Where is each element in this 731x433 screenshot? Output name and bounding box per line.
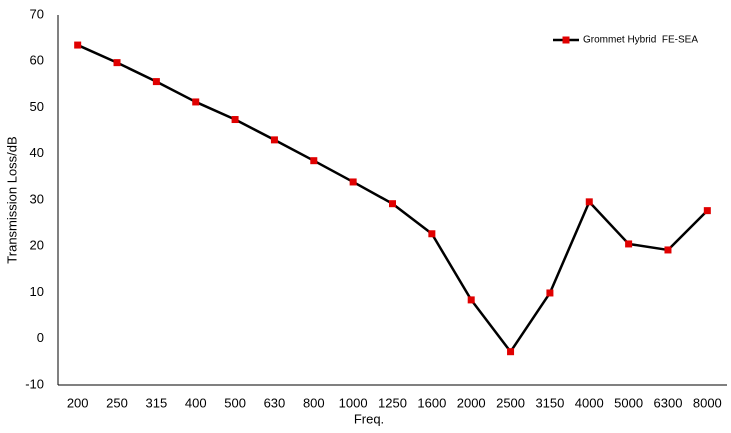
line <box>77 43 709 353</box>
marker <box>664 246 672 254</box>
marker <box>625 240 633 248</box>
y-tick-label: 0 <box>37 330 44 345</box>
x-tick-label: 4000 <box>575 395 604 410</box>
x-axis-label: Freq. <box>354 411 384 426</box>
x-tick-label: 1600 <box>417 395 446 410</box>
x-tick-label: 5000 <box>614 395 643 410</box>
x-tick-label: 2000 <box>457 395 486 410</box>
y-tick-label: 40 <box>30 145 44 160</box>
legend-label: Grommet Hybrid FE-SEA <box>583 35 698 46</box>
marker <box>349 178 357 186</box>
marker <box>546 289 554 297</box>
x-tick-label: 400 <box>185 395 207 410</box>
y-axis-label: Transmission Loss/dB <box>4 136 19 263</box>
y-tick-label: 60 <box>30 53 44 68</box>
y-tick-label: 20 <box>30 238 44 253</box>
y-tick-label: 70 <box>30 6 44 21</box>
x-tick-label: 630 <box>264 395 286 410</box>
marker <box>74 41 82 49</box>
marker <box>428 230 436 238</box>
x-tick-label: 200 <box>67 395 89 410</box>
x-tick-label: 3150 <box>535 395 564 410</box>
x-tick-label: 6300 <box>654 395 683 410</box>
marker <box>192 98 200 106</box>
marker <box>507 348 515 356</box>
x-tick-label: 2500 <box>496 395 525 410</box>
y-tick-label: -10 <box>25 376 44 391</box>
marker <box>231 116 239 124</box>
legend-marker <box>562 36 570 44</box>
x-tick-label: 250 <box>106 395 128 410</box>
x-tick-label: 8000 <box>693 395 722 410</box>
marker <box>389 200 396 208</box>
x-tick-label: 800 <box>303 395 325 410</box>
marker <box>270 136 278 144</box>
marker <box>152 78 160 86</box>
marker <box>467 296 475 304</box>
marker <box>585 198 593 206</box>
x-tick-label: 1000 <box>339 395 368 410</box>
marker <box>113 59 121 67</box>
marker <box>703 207 711 215</box>
x-tick-label: 315 <box>146 395 168 410</box>
y-tick-label: 30 <box>30 191 44 206</box>
x-tick-label: 1250 <box>378 395 407 410</box>
y-tick-label: 10 <box>30 284 44 299</box>
marker <box>310 157 318 165</box>
y-tick-label: 50 <box>30 99 44 114</box>
x-tick-label: 500 <box>224 395 246 410</box>
